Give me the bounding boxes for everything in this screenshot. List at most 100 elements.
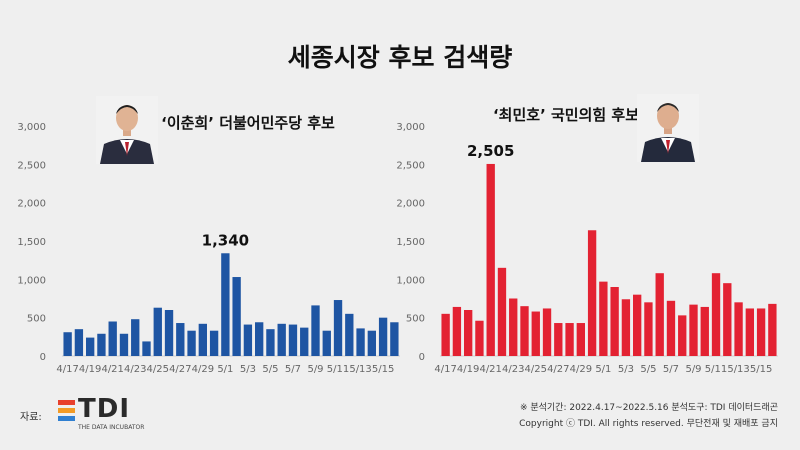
left-bar-5-12 [345,313,354,356]
right-bar-5-2 [610,287,619,356]
left-bar-5-14 [367,330,376,356]
left-x-tick-label: 5/13 [349,364,371,375]
left-bar-5-13 [356,328,365,356]
right-y-tick-label: 2,000 [396,199,425,210]
left-bar-5-9 [311,305,320,356]
right-bar-4-17 [441,313,450,356]
right-y-tick-label: 1,000 [396,275,425,286]
left-bar-5-4 [255,322,264,356]
left-x-tick-label: 4/21 [101,364,123,375]
left-y-tick-label: 3,000 [17,122,46,133]
left-bar-5-8 [300,327,309,356]
left-bar-5-1 [221,253,230,356]
right-bar-5-7 [666,300,676,356]
left-candidate-title: ‘이춘희’ 더불어민주당 후보 [161,114,335,132]
right-bar-5-6 [655,273,664,356]
right-bar-5-16 [768,303,777,356]
right-bar-4-27 [554,323,563,356]
left-x-tick-label: 4/27 [169,364,191,375]
right-bar-4-25 [531,311,540,356]
left-bar-5-2 [232,277,241,356]
right-bar-4-24 [520,306,529,356]
right-bar-5-9 [689,304,698,356]
left-bar-5-7 [288,324,298,356]
copyright-note: Copyright ⓒ TDI. All rights reserved. 무단… [519,419,778,429]
right-x-tick-label: 4/21 [479,364,501,375]
left-bar-5-11 [333,300,343,356]
left-bar-5-6 [277,323,286,356]
right-y-tick-label: 0 [419,352,425,363]
page-title: 세종시장 후보 검색량 [287,43,513,72]
right-bar-5-10 [700,306,709,356]
right-bar-4-23 [509,298,518,356]
right-bar-4-30 [587,230,597,356]
right-bar-5-11 [711,273,721,356]
right-bar-4-28 [565,323,574,356]
right-x-tick-label: 4/27 [547,364,569,375]
candidate-photo-right [637,94,699,162]
left-x-tick-label: 4/17 [56,364,78,375]
tdi-logo-icon [58,400,75,421]
right-bar-5-5 [644,302,653,356]
left-x-tick-label: 5/9 [307,364,323,375]
left-bar-4-29 [198,323,207,356]
right-x-tick-label: 4/29 [570,364,592,375]
right-bar-5-15 [756,308,766,356]
left-y-tick-label: 500 [27,314,46,325]
left-bar-5-16 [390,322,399,356]
left-bar-5-15 [378,317,388,356]
right-x-tick-label: 4/23 [502,364,524,375]
right-x-tick-label: 5/13 [727,364,749,375]
left-x-tick-label: 4/19 [79,364,101,375]
left-y-tick-label: 2,000 [17,199,46,210]
right-x-tick-label: 5/1 [595,364,611,375]
right-y-tick-label: 3,000 [396,122,425,133]
right-bar-5-13 [734,302,743,356]
right-bar-4-26 [542,308,552,356]
left-peak-label: 1,340 [202,231,249,249]
right-x-tick-label: 5/7 [663,364,679,375]
right-x-tick-label: 4/19 [457,364,479,375]
left-y-tick-label: 1,500 [17,237,46,248]
right-bar-5-1 [599,281,608,356]
left-x-tick-label: 4/25 [147,364,169,375]
left-x-tick-label: 5/3 [240,364,256,375]
left-bar-4-28 [187,330,196,356]
right-x-tick-label: 5/9 [685,364,701,375]
left-bar-4-21 [108,321,117,356]
right-x-tick-label: 4/25 [525,364,547,375]
logo-subtitle: THE DATA INCUBATOR [78,424,145,431]
left-bar-4-27 [176,323,185,356]
left-bar-5-3 [243,324,253,356]
right-x-tick-label: 5/15 [750,364,772,375]
left-bar-4-25 [153,307,162,356]
right-peak-label: 2,505 [467,142,514,160]
left-bar-4-20 [97,333,106,356]
candidate-photo-left [96,96,158,164]
right-bar-5-14 [745,308,754,356]
right-bar-5-8 [678,315,687,356]
left-bar-5-10 [322,330,331,356]
source-label: 자료: [20,412,42,423]
left-x-tick-label: 5/1 [217,364,233,375]
right-bar-4-29 [576,323,585,356]
logo-name: TDI [78,394,130,424]
right-bar-4-20 [475,320,484,356]
left-bar-5-5 [266,329,275,356]
left-y-tick-label: 0 [40,352,46,363]
right-bar-5-4 [633,294,642,356]
right-bar-5-12 [723,283,732,356]
left-x-tick-label: 5/11 [327,364,349,375]
right-y-tick-label: 500 [406,314,425,325]
left-x-tick-label: 5/15 [372,364,394,375]
left-x-tick-label: 4/23 [124,364,146,375]
right-x-tick-label: 4/17 [434,364,456,375]
left-bar-4-18 [74,329,84,356]
right-y-tick-label: 1,500 [396,237,425,248]
right-bar-4-21 [486,163,495,356]
right-x-tick-label: 5/5 [640,364,656,375]
right-candidate-title: ‘최민호’ 국민의힘 후보 [493,106,639,124]
left-x-tick-label: 5/7 [285,364,301,375]
right-x-tick-label: 5/11 [705,364,727,375]
